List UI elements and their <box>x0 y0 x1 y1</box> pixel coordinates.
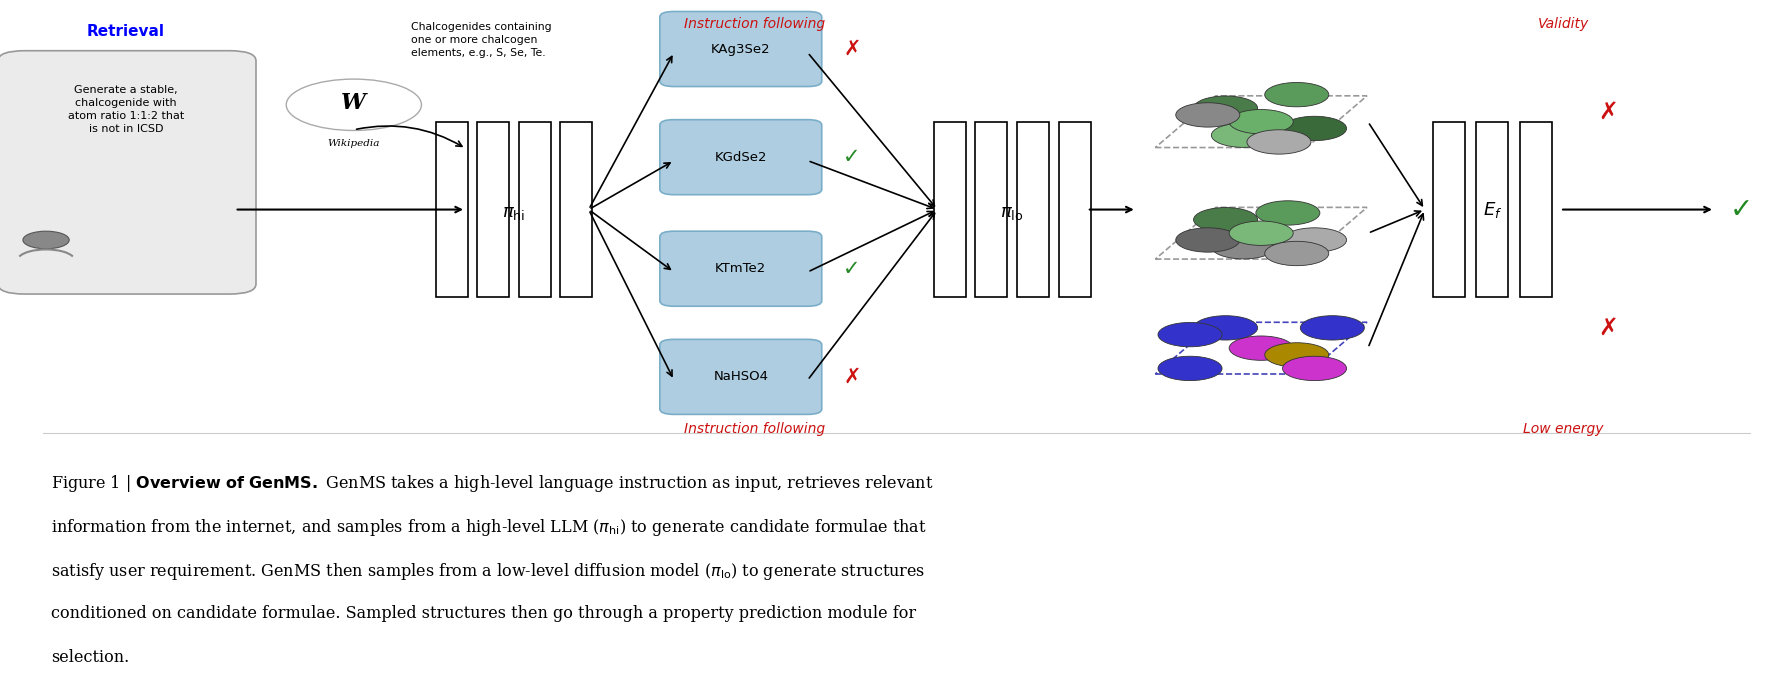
Text: W: W <box>341 92 366 114</box>
Text: NaHSO4: NaHSO4 <box>713 370 768 383</box>
FancyBboxPatch shape <box>1520 122 1552 297</box>
Circle shape <box>1282 228 1347 252</box>
Text: ✗: ✗ <box>1598 316 1618 340</box>
FancyBboxPatch shape <box>0 51 255 294</box>
Text: KGdSe2: KGdSe2 <box>714 151 766 164</box>
FancyBboxPatch shape <box>1016 122 1048 297</box>
Circle shape <box>1193 208 1257 232</box>
Text: ✓: ✓ <box>843 259 861 279</box>
Circle shape <box>1247 130 1311 154</box>
Text: ✗: ✗ <box>843 39 861 59</box>
Text: Wikipedia: Wikipedia <box>327 139 380 147</box>
Circle shape <box>1211 123 1275 147</box>
Text: satisfy user requirement. GenMS then samples from a low-level diffusion model ($: satisfy user requirement. GenMS then sam… <box>52 561 925 582</box>
Circle shape <box>1264 343 1329 367</box>
Circle shape <box>1256 201 1320 225</box>
FancyBboxPatch shape <box>436 122 468 297</box>
Circle shape <box>1282 356 1347 381</box>
Text: Figure 1 | $\mathbf{Overview\ of\ GenMS.}$ GenMS takes a high-level language ins: Figure 1 | $\mathbf{Overview\ of\ GenMS.… <box>52 473 934 494</box>
Text: Validity: Validity <box>1538 17 1590 31</box>
Text: KTmTe2: KTmTe2 <box>714 262 766 275</box>
Text: ✓: ✓ <box>1731 195 1754 224</box>
FancyBboxPatch shape <box>975 122 1007 297</box>
Text: Instruction following: Instruction following <box>684 17 825 31</box>
Circle shape <box>1264 82 1329 107</box>
Circle shape <box>1175 103 1239 127</box>
Circle shape <box>23 231 70 249</box>
Text: Instruction following: Instruction following <box>684 422 825 437</box>
Text: ✓: ✓ <box>843 147 861 167</box>
FancyBboxPatch shape <box>561 122 593 297</box>
Text: conditioned on candidate formulae. Sampled structures then go through a property: conditioned on candidate formulae. Sampl… <box>52 605 916 622</box>
FancyBboxPatch shape <box>1432 122 1465 297</box>
Text: $\pi_{\mathrm{hi}}$: $\pi_{\mathrm{hi}}$ <box>502 204 525 222</box>
Text: ✗: ✗ <box>1598 99 1618 124</box>
Text: Generate a stable,
chalcogenide with
atom ratio 1:1:2 that
is not in ICSD: Generate a stable, chalcogenide with ato… <box>68 84 184 134</box>
FancyBboxPatch shape <box>934 122 966 297</box>
Text: Retrieval: Retrieval <box>88 24 164 39</box>
Circle shape <box>1300 316 1365 340</box>
Circle shape <box>1157 322 1222 347</box>
FancyBboxPatch shape <box>659 231 822 306</box>
Circle shape <box>1175 228 1239 252</box>
FancyBboxPatch shape <box>1059 122 1091 297</box>
Circle shape <box>1282 116 1347 141</box>
Text: Chalcogenides containing
one or more chalcogen
elements, e.g., S, Se, Te.: Chalcogenides containing one or more cha… <box>411 22 552 58</box>
FancyBboxPatch shape <box>518 122 550 297</box>
Text: KAg3Se2: KAg3Se2 <box>711 43 770 55</box>
Circle shape <box>1264 241 1329 266</box>
FancyBboxPatch shape <box>1477 122 1509 297</box>
Text: information from the internet, and samples from a high-level LLM ($\pi_{\mathrm{: information from the internet, and sampl… <box>52 517 927 538</box>
Circle shape <box>1229 336 1293 360</box>
FancyBboxPatch shape <box>659 120 822 195</box>
Text: $E_f$: $E_f$ <box>1482 199 1502 220</box>
Circle shape <box>286 79 421 130</box>
Text: $\pi_{\mathrm{lo}}$: $\pi_{\mathrm{lo}}$ <box>1000 204 1023 222</box>
Text: selection.: selection. <box>52 649 130 666</box>
Text: Low energy: Low energy <box>1523 422 1604 437</box>
FancyBboxPatch shape <box>659 339 822 414</box>
FancyBboxPatch shape <box>477 122 509 297</box>
Circle shape <box>1193 96 1257 120</box>
Circle shape <box>1211 235 1275 259</box>
Text: ✗: ✗ <box>843 367 861 387</box>
Circle shape <box>1229 221 1293 245</box>
Circle shape <box>1193 316 1257 340</box>
FancyBboxPatch shape <box>659 11 822 87</box>
Circle shape <box>1157 356 1222 381</box>
Circle shape <box>1229 110 1293 134</box>
